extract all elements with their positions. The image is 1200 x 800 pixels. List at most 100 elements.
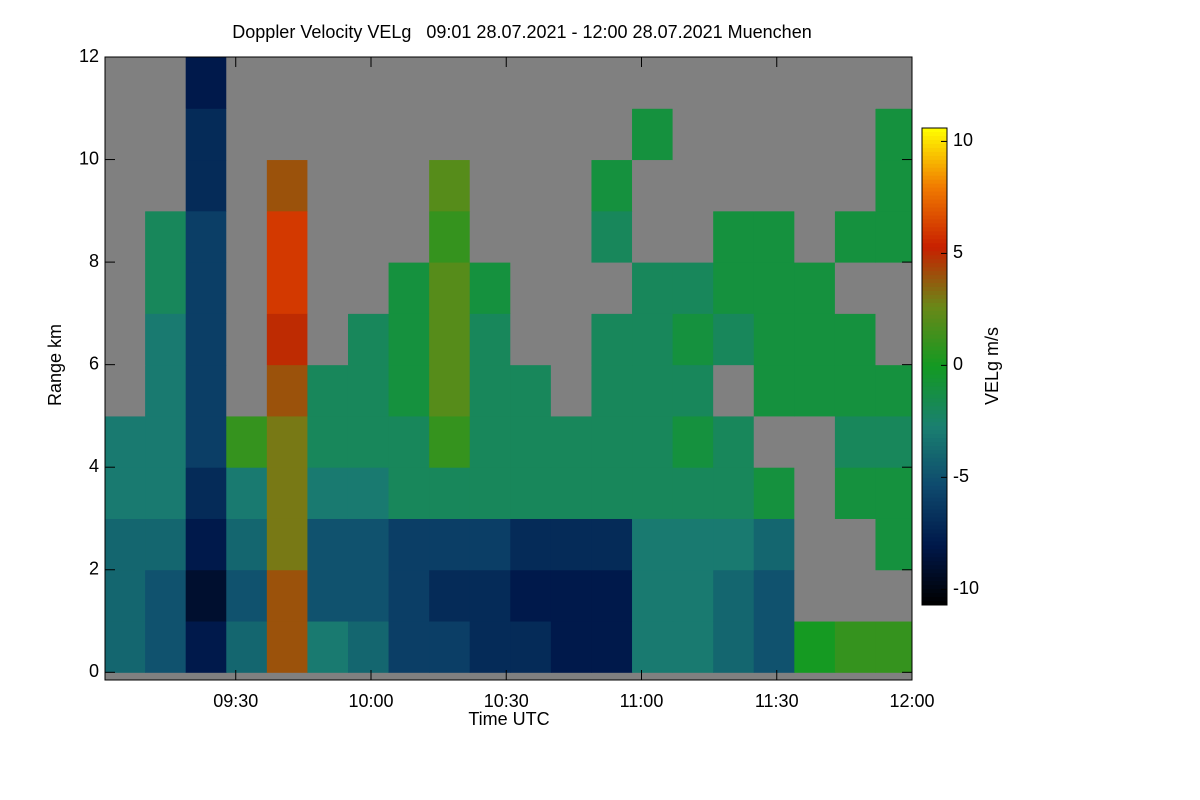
heatmap-cell <box>672 467 714 519</box>
heatmap-cell <box>591 518 633 571</box>
heatmap-cell <box>266 262 308 314</box>
colorbar-step <box>922 247 947 252</box>
heatmap-cell <box>510 108 552 161</box>
heatmap-cell <box>510 57 552 109</box>
colorbar-step <box>922 553 947 558</box>
heatmap-cell <box>469 108 511 161</box>
colorbar-step <box>922 179 947 185</box>
colorbar-step <box>922 287 947 292</box>
x-tick-label: 09:30 <box>213 691 258 711</box>
heatmap-cell <box>347 364 390 417</box>
heatmap-cell <box>307 569 349 622</box>
colorbar-step <box>922 593 947 598</box>
colorbar-step <box>922 529 947 534</box>
heatmap-cell <box>550 313 592 366</box>
colorbar-step <box>922 521 947 526</box>
heatmap-cell <box>794 57 836 109</box>
heatmap-cell <box>510 518 552 571</box>
colorbar <box>922 128 947 606</box>
y-tick-label: 2 <box>89 559 99 579</box>
colorbar-step <box>922 374 947 379</box>
colorbar-step <box>922 457 947 463</box>
heatmap-cell <box>672 262 714 314</box>
heatmap-cell <box>105 210 146 263</box>
heatmap-cell <box>347 210 390 263</box>
colorbar-step <box>922 473 947 479</box>
x-tick-label: 12:00 <box>889 691 934 711</box>
heatmap-cell <box>105 108 146 161</box>
heatmap-cell <box>794 569 836 622</box>
heatmap-cell <box>469 262 511 314</box>
heatmap-cell <box>469 621 511 673</box>
colorbar-step <box>922 259 947 264</box>
colorbar-step <box>922 135 947 141</box>
colorbar-step <box>922 350 947 356</box>
heatmap-cell <box>226 415 268 468</box>
heatmap-cell <box>469 57 511 109</box>
colorbar-step <box>922 513 947 519</box>
colorbar-step <box>922 485 947 491</box>
heatmap-cell <box>632 210 674 263</box>
y-axis-label: Range km <box>45 324 65 406</box>
heatmap-cell <box>266 159 308 212</box>
colorbar-step <box>922 235 947 240</box>
colorbar-step <box>922 402 947 407</box>
heatmap-cell <box>875 210 912 263</box>
heatmap-cell <box>632 57 674 109</box>
heatmap-cell <box>226 108 268 161</box>
heatmap-cell <box>307 262 349 314</box>
heatmap-cell <box>469 210 511 263</box>
heatmap-cell <box>226 313 268 366</box>
colorbar-step <box>922 251 947 256</box>
heatmap-cell <box>429 313 471 366</box>
heatmap-cell <box>226 467 268 519</box>
colorbar-step <box>922 418 947 423</box>
colorbar-step <box>922 171 947 177</box>
colorbar-step <box>922 410 947 415</box>
heatmap-cell <box>875 262 912 314</box>
heatmap-cell <box>510 364 552 417</box>
heatmap-cell <box>632 262 674 314</box>
heatmap-cell <box>266 518 308 571</box>
heatmap-cell <box>469 364 511 417</box>
heatmap-cell <box>550 364 592 417</box>
colorbar-step <box>922 294 947 300</box>
heatmap-cell <box>794 262 836 314</box>
heatmap-cell <box>469 518 511 571</box>
heatmap-cell <box>510 210 552 263</box>
colorbar-step <box>922 426 947 431</box>
heatmap-cell <box>672 569 714 622</box>
colorbar-step <box>922 453 947 459</box>
colorbar-step <box>922 442 947 447</box>
colorbar-step <box>922 438 947 443</box>
colorbar-step <box>922 338 947 344</box>
heatmap-cell <box>794 621 836 673</box>
colorbar-step <box>922 279 947 284</box>
colorbar-step <box>922 330 947 336</box>
heatmap-cell <box>794 518 836 571</box>
heatmap-cell <box>632 518 674 571</box>
colorbar-tick-label: -10 <box>953 578 979 598</box>
heatmap-cell <box>347 57 390 109</box>
colorbar-step <box>922 275 947 280</box>
heatmap-cell <box>834 415 876 468</box>
colorbar-step <box>922 477 947 483</box>
heatmap-cell <box>632 621 674 673</box>
heatmap-cell <box>226 262 268 314</box>
heatmap-cell <box>632 467 674 519</box>
heatmap-cell <box>469 159 511 212</box>
heatmap-cell <box>185 467 227 519</box>
colorbar-step <box>922 406 947 411</box>
colorbar-tick-label: 10 <box>953 130 973 150</box>
colorbar-step <box>922 128 947 133</box>
heatmap-cell <box>105 159 146 212</box>
heatmap-cell <box>307 415 349 468</box>
heatmap-cell <box>307 621 349 673</box>
colorbar-step <box>922 497 947 503</box>
y-tick-label: 10 <box>79 148 99 168</box>
heatmap-cell <box>145 467 187 519</box>
heatmap-cell <box>834 467 876 519</box>
heatmap-cell <box>429 518 471 571</box>
heatmap-cell <box>226 57 268 109</box>
colorbar-step <box>922 601 947 606</box>
